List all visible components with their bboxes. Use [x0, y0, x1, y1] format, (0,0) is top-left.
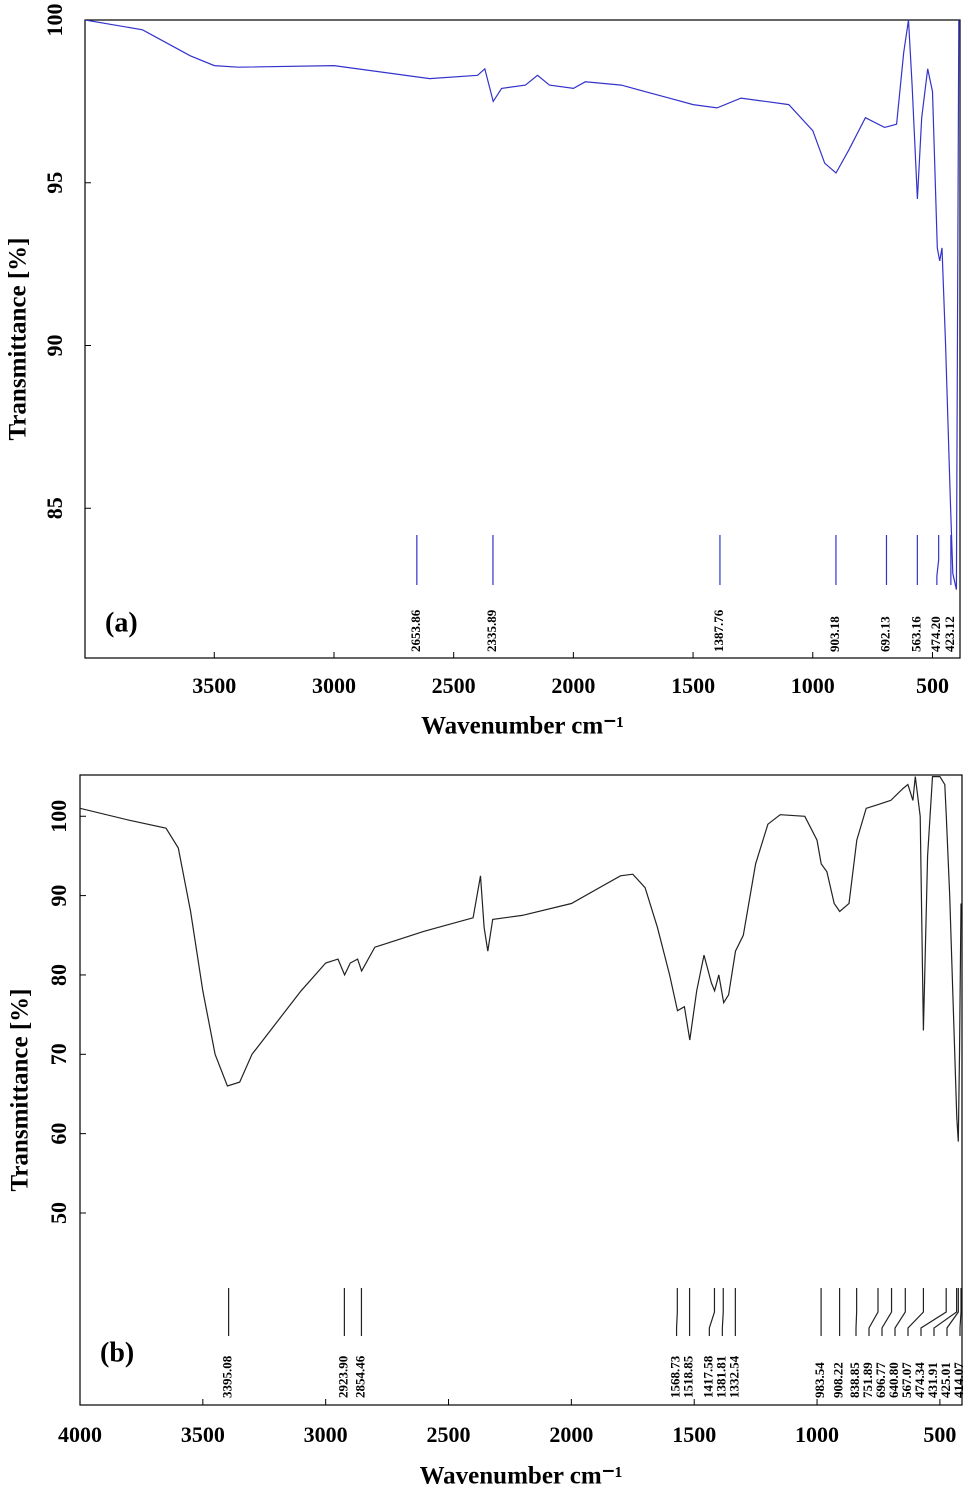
y-tick-label: 70	[46, 1043, 71, 1065]
x-tick-label: 2500	[427, 1422, 471, 1447]
peak-label: 692.13	[877, 616, 892, 652]
peak-label: 474.34	[912, 1362, 927, 1398]
peak-marker	[946, 1288, 959, 1336]
panel-label: (b)	[100, 1337, 134, 1368]
peak-marker	[855, 1288, 858, 1336]
peak-label: 751.89	[860, 1362, 875, 1398]
peak-label: 414.07	[951, 1362, 966, 1398]
peak-marker	[881, 1288, 893, 1336]
peak-marker	[920, 1288, 947, 1336]
y-tick-label: 90	[46, 885, 71, 907]
peak-marker	[933, 1288, 958, 1336]
plot-frame	[84, 19, 961, 659]
y-tick-label: 60	[46, 1123, 71, 1145]
peak-marker	[894, 1288, 906, 1336]
spectrum-line	[85, 20, 960, 590]
y-axis-label: Transmittance [%]	[5, 238, 32, 441]
peak-label: 1518.85	[681, 1355, 696, 1398]
x-tick-label: 2000	[549, 1422, 593, 1447]
peak-marker	[868, 1288, 879, 1336]
peak-label: 567.07	[899, 1362, 914, 1398]
x-tick-label: 3000	[304, 1422, 348, 1447]
x-tick-label: 4000	[58, 1422, 102, 1447]
y-tick-label: 50	[46, 1202, 71, 1224]
y-tick-label: 95	[42, 172, 67, 194]
peak-label: 2854.46	[352, 1355, 367, 1398]
plot-frame	[79, 774, 963, 1406]
peak-marker	[959, 1288, 962, 1336]
x-tick-label: 1500	[672, 1422, 716, 1447]
spectrum-line	[80, 776, 962, 1142]
peak-label: 1332.54	[726, 1355, 741, 1398]
peak-label: 2335.89	[484, 609, 499, 652]
peak-marker	[907, 1288, 925, 1336]
x-tick-label: 3000	[312, 673, 356, 698]
peak-marker	[675, 1288, 678, 1336]
y-tick-label: 85	[42, 497, 67, 519]
peak-label: 2923.90	[335, 1356, 350, 1398]
x-axis-label: Wavenumber cm⁻¹	[421, 713, 624, 740]
peak-label: 1417.58	[700, 1355, 715, 1398]
x-tick-label: 500	[916, 673, 949, 698]
x-tick-label: 2000	[551, 673, 595, 698]
x-tick-label: 1000	[795, 1422, 839, 1447]
y-tick-label: 90	[42, 335, 67, 357]
y-axis-label: Transmittance [%]	[7, 989, 34, 1192]
x-axis-label: Wavenumber cm⁻¹	[420, 1463, 623, 1490]
y-tick-label: 100	[46, 800, 71, 833]
peak-label: 1387.76	[711, 609, 726, 652]
x-tick-label: 3500	[181, 1422, 225, 1447]
x-tick-label: 2500	[432, 673, 476, 698]
peak-label: 1381.81	[713, 1356, 728, 1398]
peak-label: 640.80	[886, 1362, 901, 1398]
y-tick-label: 80	[46, 964, 71, 986]
peak-label: 903.18	[827, 616, 842, 652]
peak-label: 983.54	[812, 1362, 827, 1398]
peak-marker	[721, 1288, 724, 1336]
peak-label: 474.20	[928, 616, 943, 652]
peak-marker	[708, 1288, 716, 1336]
peak-label: 838.85	[847, 1362, 862, 1398]
peak-label: 2653.86	[408, 609, 423, 652]
peak-label: 563.16	[908, 616, 923, 652]
peak-label: 696.77	[873, 1362, 888, 1398]
peak-label: 431.91	[925, 1362, 940, 1398]
peak-label: 423.12	[942, 616, 957, 652]
peak-label: 908.22	[831, 1362, 846, 1398]
peak-label: 425.01	[938, 1362, 953, 1398]
peak-label: 1568.73	[668, 1355, 683, 1398]
x-tick-label: 500	[923, 1422, 956, 1447]
peak-label: 3395.08	[220, 1355, 235, 1398]
x-tick-label: 1500	[671, 673, 715, 698]
x-tick-label: 1000	[791, 673, 835, 698]
y-tick-label: 100	[42, 4, 67, 37]
peak-marker	[936, 535, 940, 585]
x-tick-label: 3500	[192, 673, 236, 698]
panel-label: (a)	[105, 607, 138, 638]
